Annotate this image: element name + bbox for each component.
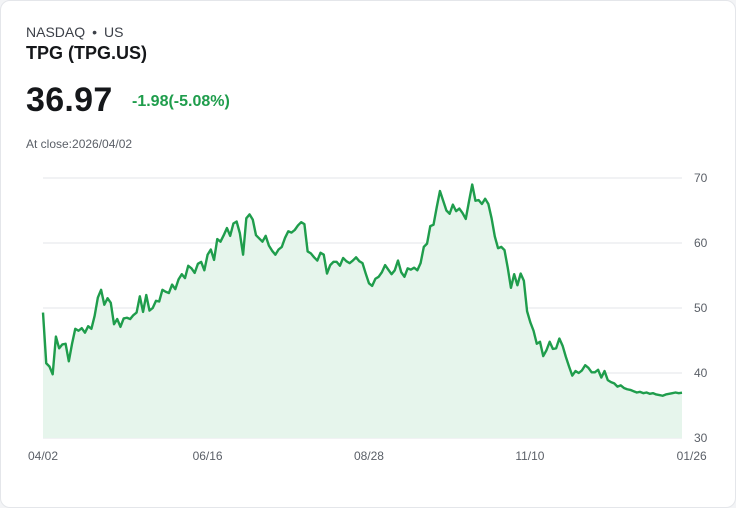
x-tick-label: 04/02	[28, 449, 58, 463]
exchange-name: NASDAQ	[26, 24, 86, 40]
close-date: At close:2026/04/02	[26, 137, 133, 151]
exchange-line: NASDAQ • US	[26, 24, 123, 40]
price-area	[43, 184, 682, 438]
x-tick-label: 01/26	[677, 449, 707, 463]
y-tick-label: 40	[694, 366, 708, 380]
y-axis: 70 60 50 40 30	[694, 171, 708, 445]
x-tick-label: 06/16	[193, 449, 223, 463]
price-change: -1.98(-5.08%)	[132, 93, 230, 110]
y-tick-label: 60	[694, 236, 708, 250]
price-line	[41, 183, 683, 397]
separator-dot: •	[92, 24, 98, 40]
y-tick-label: 70	[694, 171, 708, 185]
y-tick-label: 50	[694, 301, 708, 315]
y-tick-label: 30	[694, 431, 708, 445]
region-name: US	[104, 24, 124, 40]
x-tick-label: 11/10	[515, 449, 544, 463]
x-axis: 04/02 06/16 08/28 11/10 01/26	[28, 449, 707, 463]
x-tick-label: 08/28	[354, 449, 384, 463]
stock-title: TPG (TPG.US)	[26, 43, 147, 63]
current-price: 36.97	[26, 81, 113, 119]
